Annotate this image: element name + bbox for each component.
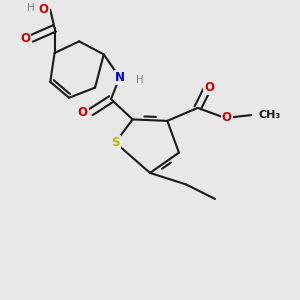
Text: N: N — [115, 71, 124, 84]
Text: H: H — [136, 75, 143, 85]
Text: O: O — [78, 106, 88, 119]
Text: O: O — [39, 3, 49, 16]
Text: H: H — [27, 3, 34, 13]
Text: S: S — [111, 136, 120, 149]
Text: O: O — [222, 112, 232, 124]
Text: CH₃: CH₃ — [258, 110, 281, 120]
Text: O: O — [204, 81, 214, 94]
Text: O: O — [20, 32, 30, 45]
